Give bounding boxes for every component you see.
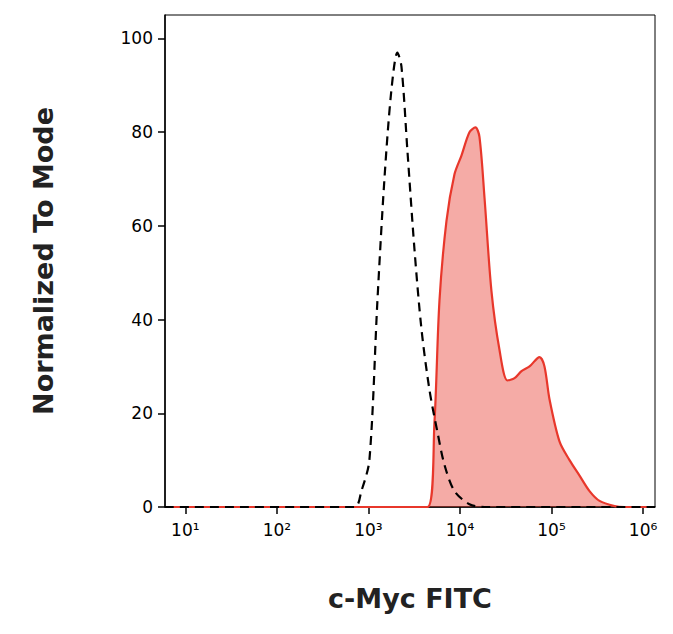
svg-text:60: 60 [131,216,153,236]
svg-text:c-Myc FITC: c-Myc FITC [328,583,492,614]
svg-text:10³: 10³ [354,520,382,540]
svg-text:10¹: 10¹ [171,520,199,540]
svg-text:10⁶: 10⁶ [629,520,658,540]
svg-text:10⁴: 10⁴ [446,520,475,540]
svg-text:10⁵: 10⁵ [537,520,565,540]
svg-text:100: 100 [121,28,153,48]
svg-text:Normalized To Mode: Normalized To Mode [28,107,59,415]
svg-text:80: 80 [131,122,153,142]
svg-text:10²: 10² [263,520,291,540]
svg-text:40: 40 [131,310,153,330]
svg-text:0: 0 [142,497,153,517]
svg-text:20: 20 [131,403,153,423]
